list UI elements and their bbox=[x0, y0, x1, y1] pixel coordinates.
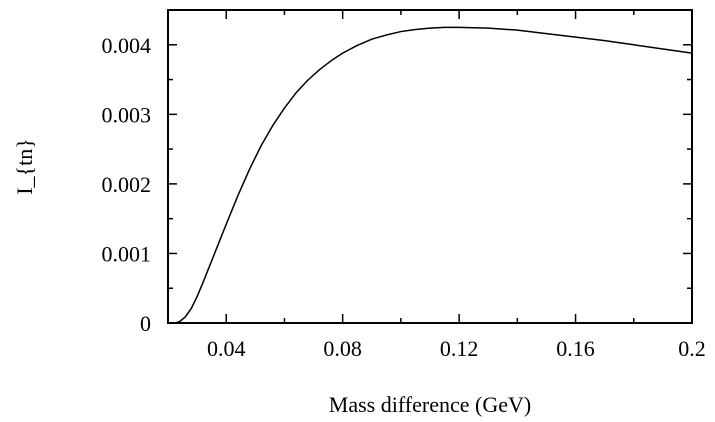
y-tick-label: 0.001 bbox=[102, 241, 152, 266]
y-tick-label: 0.003 bbox=[102, 102, 152, 127]
x-tick-label: 0.2 bbox=[678, 336, 706, 361]
y-tick-labels: 0 0.001 0.002 0.003 0.004 bbox=[102, 33, 152, 336]
y-tick-label: 0.002 bbox=[102, 172, 152, 197]
series-layer bbox=[175, 26, 693, 324]
y-tick-label: 0 bbox=[140, 311, 151, 336]
axis-ticks bbox=[168, 10, 693, 323]
x-tick-labels: 0.04 0.08 0.12 0.16 0.2 bbox=[207, 336, 706, 361]
x-tick-label: 0.12 bbox=[440, 336, 479, 361]
plot-frame bbox=[167, 9, 693, 324]
y-axis-label: I_{tn} bbox=[12, 138, 37, 195]
x-tick-label: 0.16 bbox=[556, 336, 595, 361]
x-tick-label: 0.08 bbox=[323, 336, 362, 361]
series-line-0 bbox=[175, 26, 693, 324]
y-tick-label: 0.004 bbox=[102, 33, 152, 58]
x-axis-label: Mass difference (GeV) bbox=[329, 392, 531, 417]
x-tick-label: 0.04 bbox=[207, 336, 246, 361]
